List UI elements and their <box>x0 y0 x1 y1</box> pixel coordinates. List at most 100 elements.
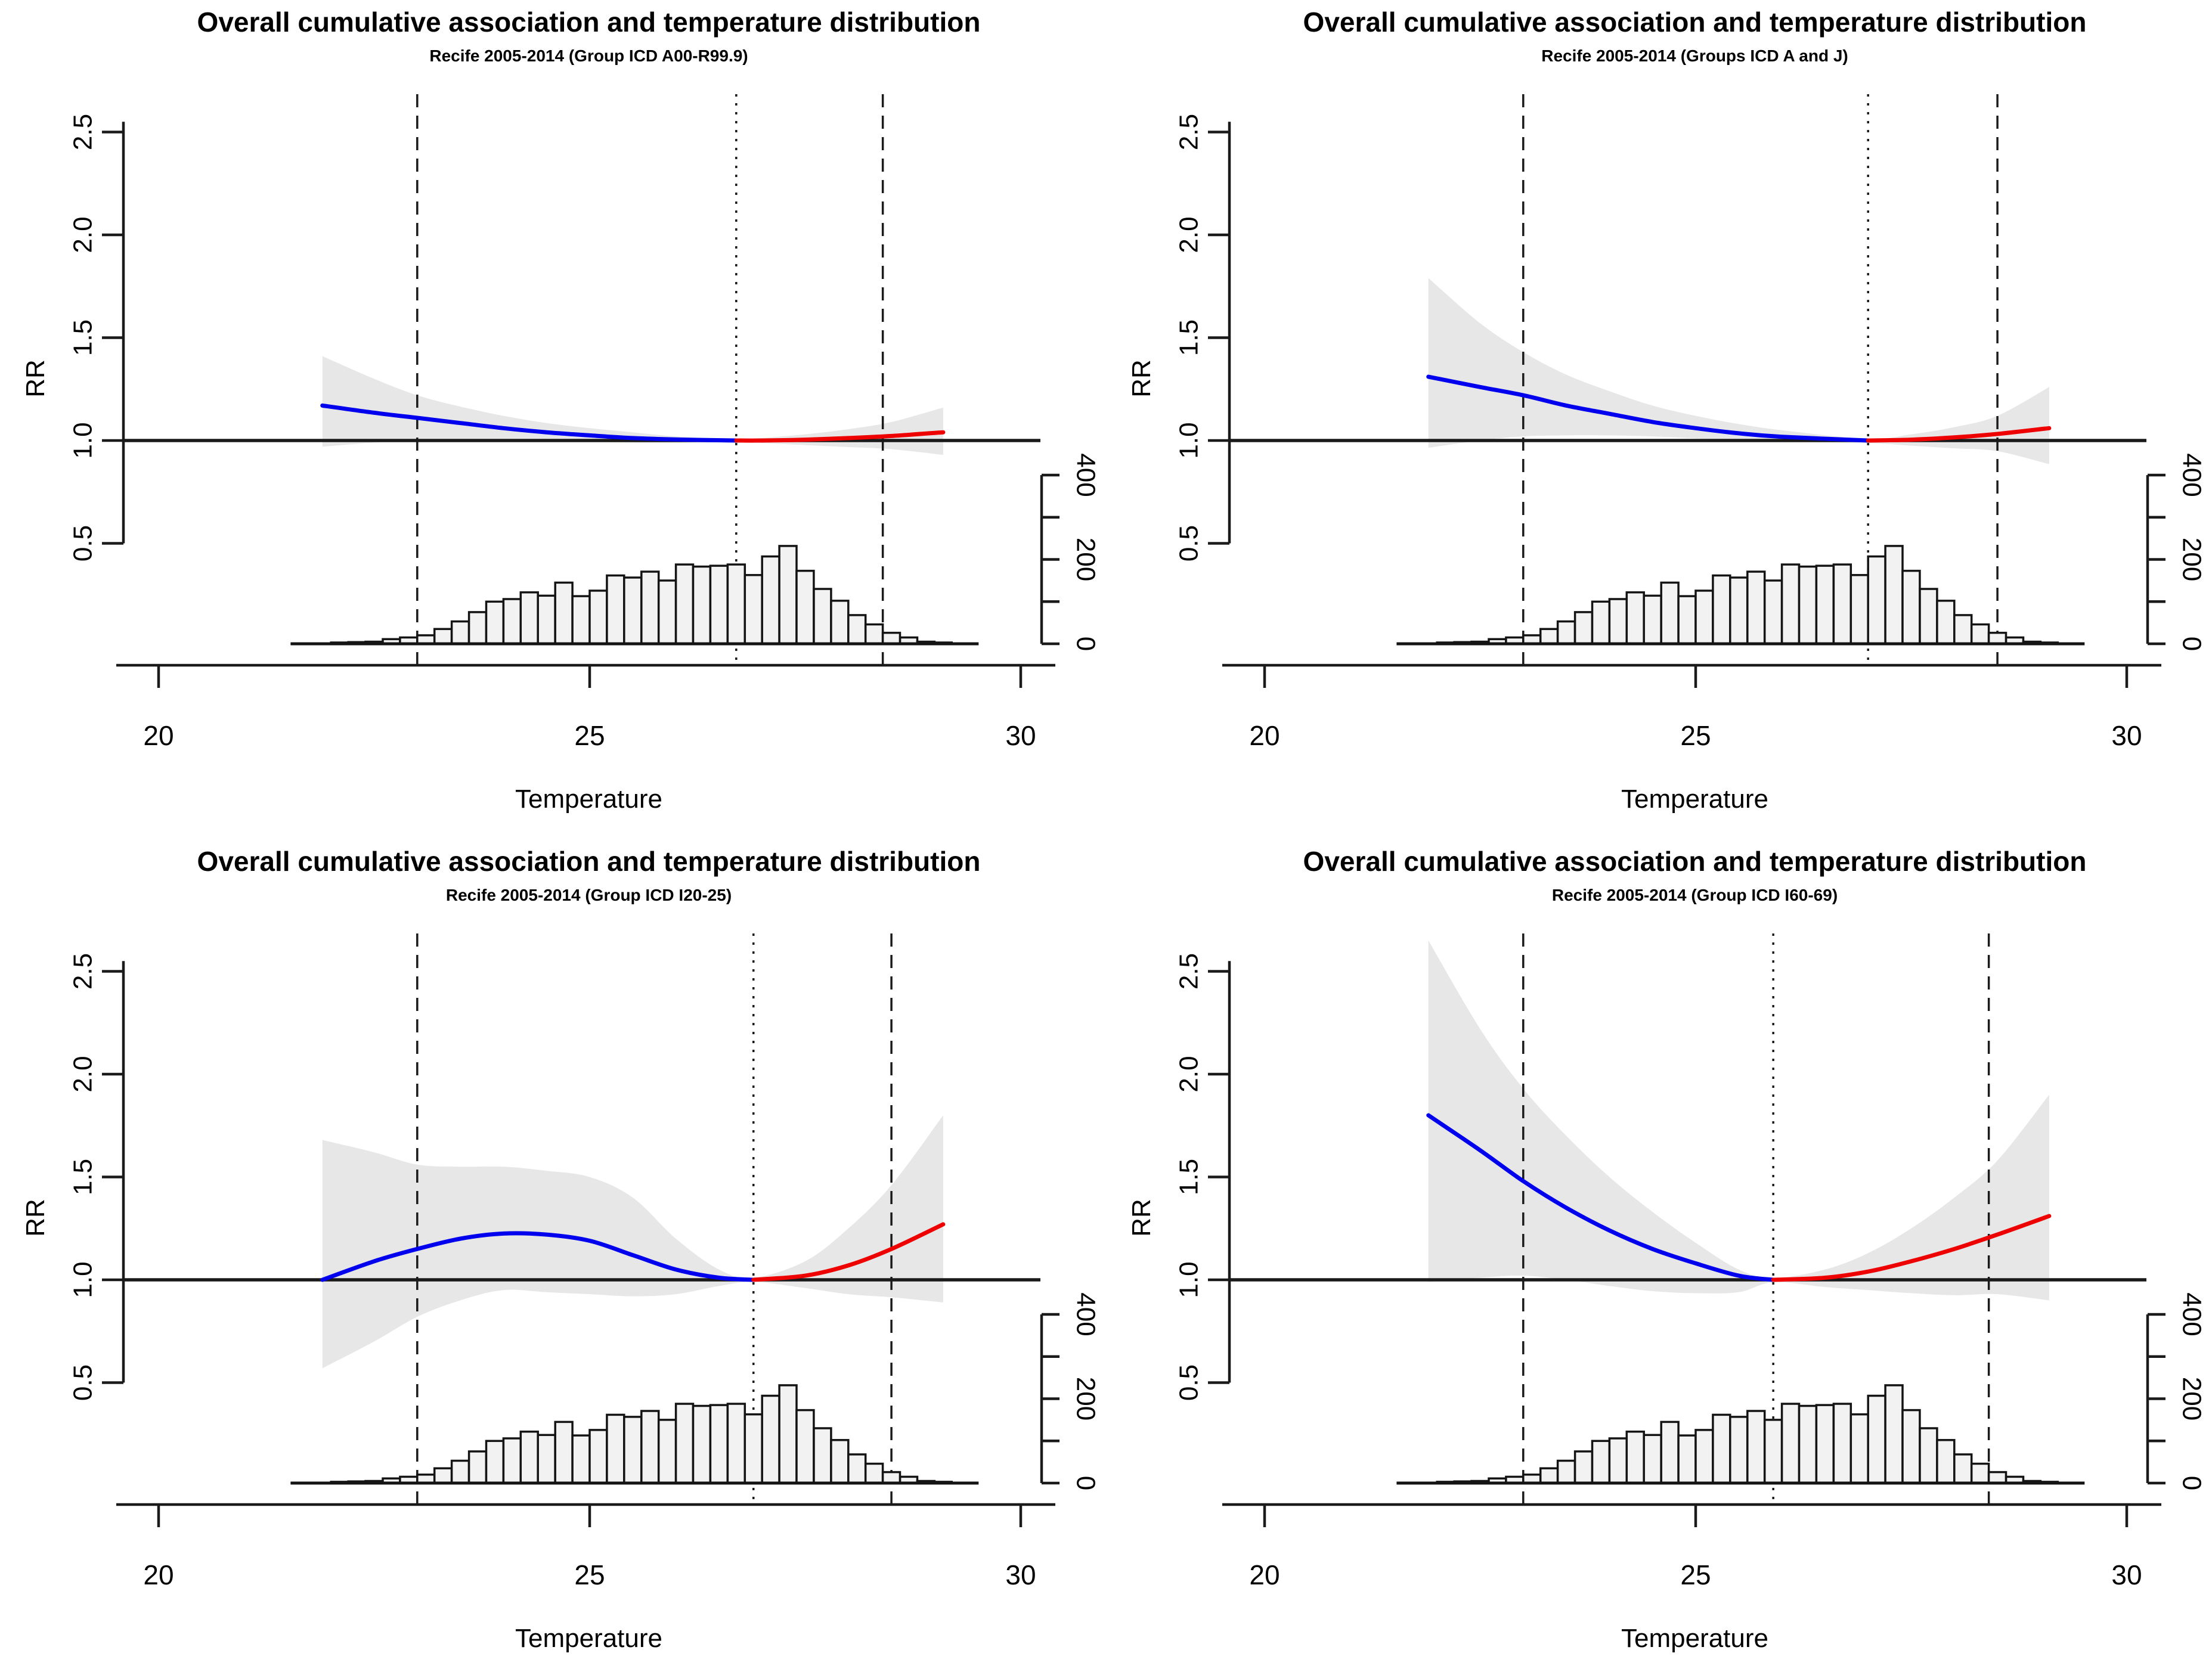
cold-association-curve <box>1426 374 1870 443</box>
histogram-bar <box>433 1467 453 1484</box>
hist-tick-label: 400 <box>1071 453 1100 497</box>
histogram-bar <box>1815 564 1835 645</box>
panel-subtitle: Recife 2005-2014 (Groups ICD A and J) <box>1541 46 1848 65</box>
histogram-bar <box>1987 631 2007 645</box>
cold-association-curve <box>320 1231 756 1282</box>
histogram-bar <box>640 1410 660 1484</box>
histogram-bar <box>485 1440 505 1484</box>
histogram-bar <box>450 1459 470 1484</box>
hist-tick-label: 200 <box>2177 1377 2206 1420</box>
histogram-bar <box>623 1416 643 1484</box>
histogram-bar <box>761 555 780 645</box>
confidence-band <box>322 356 943 455</box>
histogram-bar <box>692 565 712 645</box>
histogram-bar <box>1884 1384 1904 1484</box>
confidence-band <box>322 1115 943 1369</box>
histogram-bar <box>1746 1410 1766 1484</box>
y-tick-label: 2.0 <box>69 216 98 253</box>
histogram-bar <box>1780 1403 1801 1484</box>
histogram-bar <box>1763 579 1783 645</box>
histogram-bar <box>1970 1462 1990 1484</box>
panel-title: Overall cumulative association and tempe… <box>197 846 981 877</box>
x-tick-label: 25 <box>1680 720 1711 751</box>
histogram-bar <box>1643 1434 1662 1484</box>
histogram-bar <box>813 588 832 645</box>
histogram-bar <box>1729 576 1749 645</box>
heat-association-curve <box>751 1222 946 1282</box>
histogram-bar <box>519 591 539 645</box>
association-plot-infectious-respiratory: 0.5 1.0 1.5 2.0 2.5 20 25 30 0 200 400 <box>1175 94 2206 751</box>
histogram-bar <box>1539 628 1559 645</box>
association-plot-cerebrovascular: 0.5 1.0 1.5 2.0 2.5 20 25 30 0 200 400 <box>1175 933 2206 1590</box>
histogram-bar <box>743 573 763 645</box>
cold-association-curve <box>320 403 739 443</box>
histogram-bar <box>467 1450 488 1484</box>
histogram-bar <box>1556 1459 1576 1484</box>
histogram-bar <box>1849 573 1869 645</box>
histogram-bar <box>606 1413 625 1484</box>
histogram-bar <box>1780 563 1801 645</box>
x-tick-label: 25 <box>574 1559 605 1590</box>
panel-subtitle: Recife 2005-2014 (Group ICD I20-25) <box>445 886 732 904</box>
histogram-bar <box>1539 1467 1559 1484</box>
histogram-bar <box>1832 563 1852 645</box>
histogram-bar <box>1625 1430 1645 1484</box>
y-tick-label: 2.5 <box>69 953 98 990</box>
panel-subtitle: Recife 2005-2014 (Group ICD I60-69) <box>1551 886 1838 904</box>
x-tick-label: 30 <box>2111 720 2142 751</box>
x-tick-label: 30 <box>2111 1559 2142 1590</box>
histogram-bar <box>1936 1439 1956 1484</box>
histogram-bar <box>1591 1440 1611 1484</box>
histogram-bar <box>1608 1437 1628 1484</box>
histogram-bar <box>1763 1419 1783 1484</box>
histogram-bar <box>450 620 470 645</box>
histogram-bar <box>502 598 522 645</box>
histogram-bar <box>778 545 798 645</box>
x-axis-label: Temperature <box>1621 1624 1768 1653</box>
x-tick-label: 30 <box>1005 1559 1036 1590</box>
y-tick-label: 1.0 <box>1175 1261 1204 1298</box>
histogram-bar <box>674 563 695 645</box>
association-plot-ischaemic-heart: 0.5 1.0 1.5 2.0 2.5 20 25 30 0 200 400 <box>69 933 1100 1590</box>
histogram-bar <box>1694 590 1714 645</box>
histogram-bar <box>692 1404 712 1484</box>
histogram-bar <box>1919 1427 1938 1484</box>
hist-tick-label: 400 <box>2177 453 2206 497</box>
y-tick-label: 0.5 <box>69 525 98 562</box>
y-tick-label: 2.0 <box>69 1056 98 1092</box>
hist-tick-label: 200 <box>2177 538 2206 581</box>
histogram-bar <box>1729 1416 1749 1484</box>
histogram-bar <box>1919 588 1938 645</box>
hist-tick-label: 400 <box>2177 1292 2206 1336</box>
histogram-bar <box>761 1394 780 1484</box>
panel-title: Overall cumulative association and tempe… <box>1303 7 2087 38</box>
y-tick-label: 0.5 <box>1175 525 1204 562</box>
heat-association-curve <box>1771 1214 2052 1282</box>
x-axis-label: Temperature <box>1621 784 1768 814</box>
histogram-bar <box>726 1403 746 1484</box>
confidence-band <box>1428 940 2049 1301</box>
y-tick-label: 1.5 <box>1175 1159 1204 1195</box>
hist-tick-label: 0 <box>2177 1476 2206 1490</box>
histogram-bar <box>1953 1453 1973 1484</box>
histogram-bar <box>537 594 556 645</box>
histogram-bar <box>1746 570 1766 645</box>
histogram-bar <box>485 600 505 645</box>
histogram-bar <box>588 1429 608 1484</box>
hist-tick-label: 200 <box>1071 1377 1100 1420</box>
x-tick-label: 20 <box>143 720 174 751</box>
histogram-bar <box>1608 598 1628 645</box>
histogram-bar <box>778 1384 798 1484</box>
panel-infectious-respiratory: 0.5 1.0 1.5 2.0 2.5 20 25 30 0 200 400 Overall cum… <box>1106 0 2212 839</box>
histogram-bar <box>571 595 591 645</box>
histogram-bar <box>554 1420 574 1484</box>
histogram-bar <box>1884 545 1904 645</box>
histogram-bar <box>1573 1450 1594 1484</box>
histogram-bar <box>864 623 884 645</box>
panel-subtitle: Recife 2005-2014 (Group ICD A00-R99.9) <box>429 46 748 65</box>
histogram-bar <box>813 1427 832 1484</box>
y-tick-label: 2.0 <box>1175 216 1204 253</box>
histogram-bar <box>709 1404 729 1484</box>
histogram-bar <box>1970 623 1990 645</box>
histogram-bar <box>1953 614 1973 645</box>
